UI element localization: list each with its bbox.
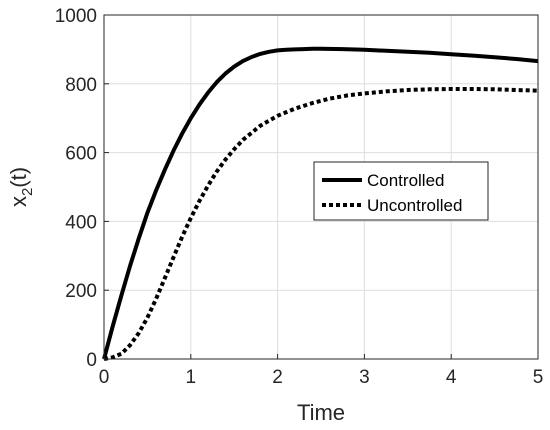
x-tick-label: 0 (99, 367, 110, 388)
y-axis-label-subscript: 2 (19, 188, 36, 196)
legend: Controlled Uncontrolled (313, 161, 489, 221)
legend-label-controlled: Controlled (367, 171, 445, 190)
y-axis-label-tail: (t) (6, 167, 31, 188)
x-tick-label: 4 (446, 367, 457, 388)
series-layer (102, 46, 539, 361)
y-tick-label: 200 (65, 281, 97, 302)
x-tick-label: 5 (533, 367, 544, 388)
x-tick-label: 3 (359, 367, 370, 388)
y-axis-label-main: x (6, 196, 31, 207)
tick-labels: 0 1 2 3 4 5 0 200 400 600 800 1000 (55, 6, 544, 388)
legend-box (313, 161, 489, 221)
grid-lines (103, 14, 539, 360)
plot-frame (103, 14, 539, 360)
y-tick-label: 600 (65, 144, 97, 165)
y-tick-label: 400 (65, 212, 97, 233)
series-line-controlled (102, 46, 539, 360)
x-axis-label: Time (297, 400, 345, 425)
y-tick-label: 800 (65, 75, 97, 96)
x-tick-label: 1 (186, 367, 197, 388)
y-tick-label: 0 (86, 350, 97, 371)
y-axis-label: x2(t) (6, 167, 36, 207)
y-tick-label: 1000 (55, 6, 97, 27)
x-tick-label: 2 (272, 367, 283, 388)
legend-label-uncontrolled: Uncontrolled (367, 196, 462, 215)
series-line-uncontrolled (103, 87, 539, 361)
